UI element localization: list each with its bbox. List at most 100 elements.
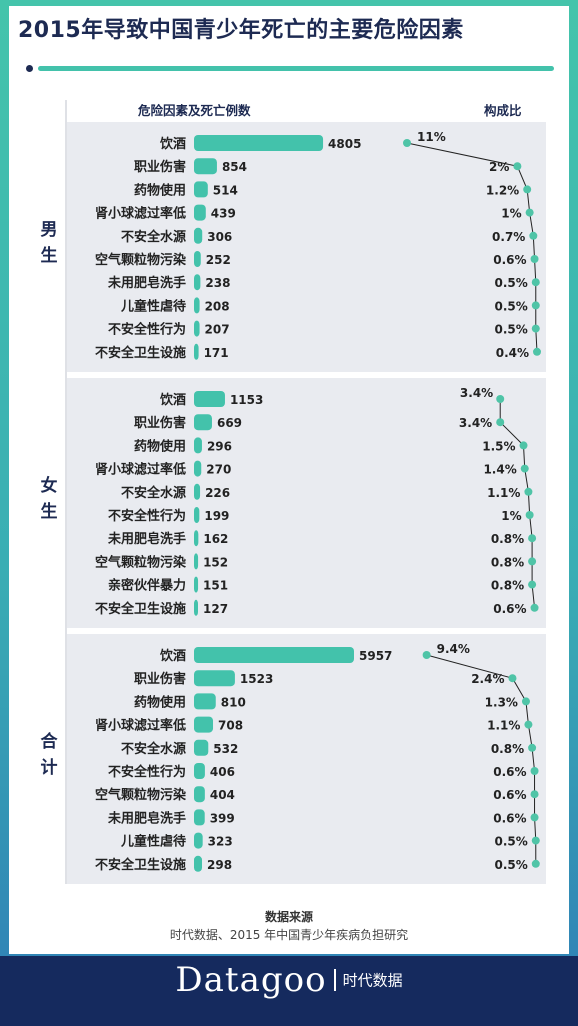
share-point <box>520 464 529 473</box>
bar-value-label: 127 <box>203 602 228 616</box>
bar <box>194 832 203 849</box>
share-label: 0.5% <box>494 858 527 872</box>
bar-value-label: 5957 <box>359 649 392 663</box>
bar-value-label: 1523 <box>240 672 273 686</box>
bar <box>194 437 202 454</box>
category-label: 肾小球滤过率低 <box>95 718 186 734</box>
bar <box>194 599 198 616</box>
share-point <box>524 487 533 496</box>
share-point <box>533 347 541 356</box>
share-label: 0.8% <box>491 532 524 546</box>
category-label: 未用肥皂洗手 <box>107 275 186 291</box>
bar-value-label: 252 <box>206 253 231 267</box>
bar <box>194 297 200 314</box>
bar-value-label: 708 <box>218 719 243 733</box>
share-point <box>525 511 534 519</box>
share-label: 0.5% <box>494 299 527 313</box>
category-label: 肾小球滤过率低 <box>95 206 186 222</box>
bar <box>194 274 201 291</box>
category-label: 药物使用 <box>134 694 186 710</box>
bar-value-label: 404 <box>210 788 235 802</box>
category-label: 不安全水源 <box>121 229 186 245</box>
share-label: 0.5% <box>494 835 527 849</box>
bar <box>194 343 199 360</box>
chart-title: 2015年导致中国青少年死亡的主要危险因素 <box>18 18 464 43</box>
category-label: 儿童性虐待 <box>120 834 186 850</box>
bar <box>194 576 199 593</box>
bar <box>194 483 201 500</box>
share-label: 1.1% <box>487 486 520 500</box>
bar-value-label: 151 <box>203 579 228 593</box>
bar-value-label: 406 <box>210 765 235 779</box>
share-label: 2% <box>489 160 509 174</box>
share-point <box>513 162 522 171</box>
bar <box>194 414 212 431</box>
brand-logo: Datagoo 时代数据 <box>0 960 578 1000</box>
share-label: 1.3% <box>485 695 518 709</box>
bar-value-label: 238 <box>205 276 230 290</box>
share-label: 0.7% <box>492 230 525 244</box>
category-label: 肾小球滤过率低 <box>95 462 186 478</box>
category-label: 不安全性行为 <box>108 508 186 524</box>
title-underline-dot <box>26 65 33 72</box>
bar-value-label: 152 <box>203 555 228 569</box>
group-label: 计 <box>41 757 58 778</box>
brand-band <box>0 956 578 1026</box>
share-label: 0.8% <box>491 555 524 569</box>
bar <box>194 460 202 477</box>
share-label: 1% <box>501 509 521 523</box>
share-point <box>528 743 537 752</box>
category-label: 儿童性虐待 <box>120 298 186 314</box>
share-point <box>531 324 540 333</box>
share-point <box>528 580 537 589</box>
bar <box>194 135 324 151</box>
share-label: 0.5% <box>494 323 527 337</box>
category-label: 不安全性行为 <box>108 322 186 338</box>
share-point <box>528 534 537 543</box>
group-label: 生 <box>41 501 58 522</box>
category-label: 不安全性行为 <box>108 764 186 780</box>
bar <box>194 181 208 198</box>
bar <box>194 693 216 710</box>
bar-value-label: 207 <box>205 323 230 337</box>
share-point <box>496 418 505 427</box>
bar <box>194 855 203 872</box>
panel-2 <box>67 634 546 884</box>
bar <box>194 763 205 779</box>
bar-value-label: 439 <box>211 207 236 221</box>
bar <box>194 786 205 803</box>
category-label: 未用肥皂洗手 <box>107 810 186 826</box>
category-label: 未用肥皂洗手 <box>107 531 186 547</box>
share-point <box>528 557 537 566</box>
bar-value-label: 270 <box>206 463 231 477</box>
share-label: 2.4% <box>471 672 504 686</box>
share-point <box>530 767 539 775</box>
bar <box>194 227 203 244</box>
share-point <box>496 395 505 403</box>
share-label: 0.8% <box>491 742 524 756</box>
bar <box>194 530 199 547</box>
share-label: 1.5% <box>482 439 515 453</box>
share-line <box>499 399 536 608</box>
bar <box>194 647 354 663</box>
share-point <box>422 651 431 659</box>
brand-separator <box>333 969 336 991</box>
header-share: 构成比 <box>484 103 522 118</box>
category-label: 药物使用 <box>134 438 186 454</box>
bar-value-label: 226 <box>205 486 230 500</box>
category-label: 药物使用 <box>134 182 186 198</box>
share-label: 0.6% <box>493 602 526 616</box>
share-point <box>530 603 539 612</box>
category-label: 不安全卫生设施 <box>95 601 186 617</box>
share-point <box>403 139 411 147</box>
panel-1 <box>67 378 546 628</box>
bar <box>194 507 200 523</box>
category-label: 职业伤害 <box>134 671 186 687</box>
share-point <box>530 255 539 263</box>
share-point <box>531 301 540 310</box>
share-label: 0.4% <box>496 346 529 360</box>
panel-0 <box>67 122 546 372</box>
share-point <box>529 231 538 240</box>
bar <box>194 553 199 570</box>
bar <box>194 809 205 826</box>
